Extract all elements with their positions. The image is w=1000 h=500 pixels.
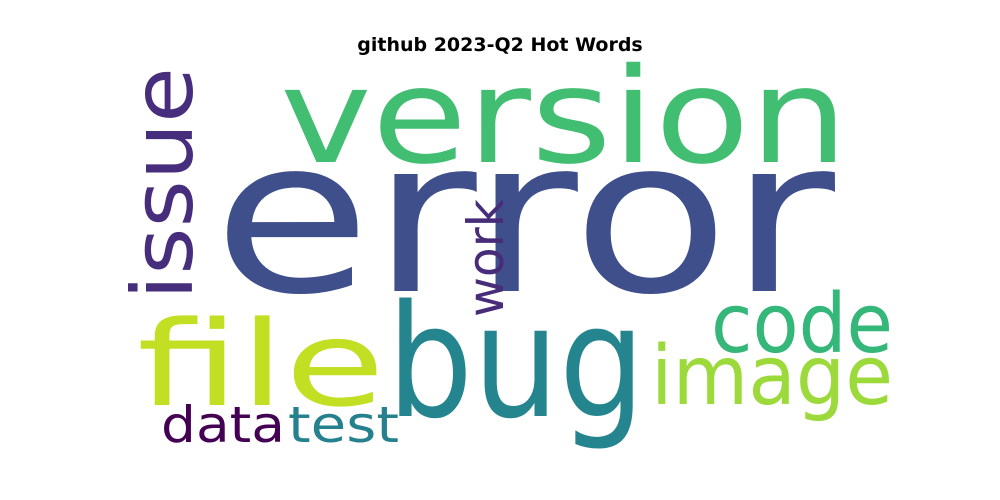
word-error: error [213, 93, 835, 342]
word-data: data [161, 396, 285, 454]
word-file: file [137, 295, 385, 433]
word-work: work [457, 199, 515, 317]
word-code: code [711, 277, 893, 372]
word-bug: bug [387, 271, 645, 453]
word-issue: issue [114, 67, 212, 300]
word-version: version [280, 40, 848, 194]
chart-title: github 2023-Q2 Hot Words [357, 34, 643, 56]
word-image: image [651, 329, 893, 424]
word-test: test [288, 396, 399, 454]
